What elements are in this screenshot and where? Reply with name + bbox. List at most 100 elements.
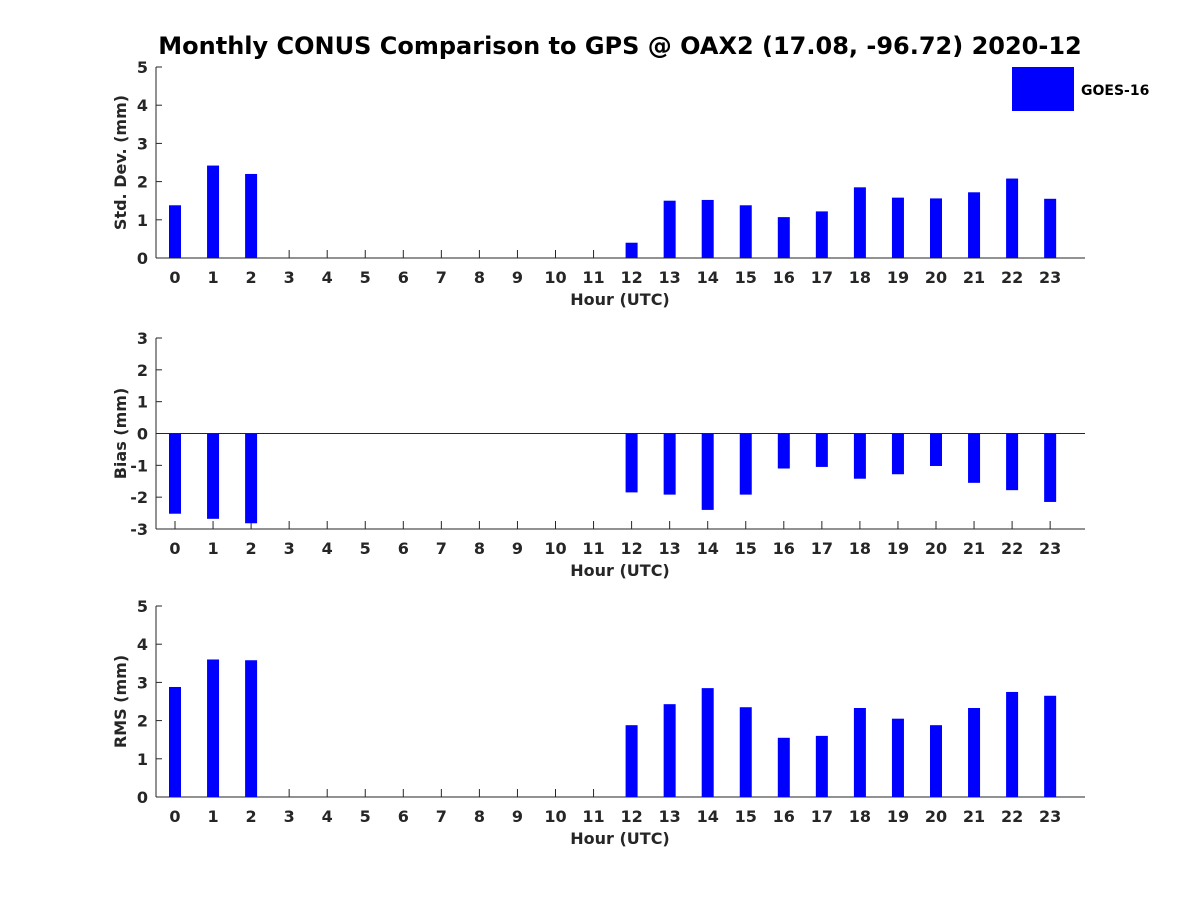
x-tick-label: 5 <box>360 539 371 558</box>
x-tick-label: 0 <box>169 807 180 826</box>
x-tick-label: 2 <box>246 539 257 558</box>
x-tick-label: 23 <box>1039 268 1061 287</box>
x-tick-label: 3 <box>284 268 295 287</box>
x-tick-label: 6 <box>398 807 409 826</box>
x-tick-label: 22 <box>1001 807 1023 826</box>
x-tick-label: 22 <box>1001 539 1023 558</box>
chart-title: Monthly CONUS Comparison to GPS @ OAX2 (… <box>158 32 1081 60</box>
bar-bias-12 <box>625 433 638 493</box>
y-tick-label: 5 <box>137 58 148 77</box>
x-tick-label: 19 <box>887 539 909 558</box>
bar-std-19 <box>891 197 904 258</box>
bar-bias-23 <box>1044 433 1057 502</box>
x-tick-label: 17 <box>811 268 833 287</box>
x-tick-label: 4 <box>322 539 333 558</box>
x-tick-label: 8 <box>474 268 485 287</box>
y-tick-label: 1 <box>137 750 148 769</box>
x-tick-label: 8 <box>474 807 485 826</box>
x-tick-label: 14 <box>697 268 719 287</box>
bar-rms-20 <box>930 725 942 797</box>
bar-rms-13 <box>663 704 676 797</box>
x-tick-label: 1 <box>207 807 218 826</box>
x-tick-label: 19 <box>887 268 909 287</box>
bar-std-1 <box>207 165 220 258</box>
x-tick-label: 23 <box>1039 539 1061 558</box>
x-tick-label: 17 <box>811 539 833 558</box>
x-tick-label: 11 <box>582 807 604 826</box>
x-tick-label: 5 <box>360 268 371 287</box>
x-tick-label: 0 <box>169 539 180 558</box>
bar-std-16 <box>777 217 790 258</box>
bar-rms-22 <box>1006 691 1019 797</box>
bar-std-2 <box>245 173 258 258</box>
bar-std-18 <box>853 187 866 258</box>
bar-rms-2 <box>245 660 258 797</box>
x-tick-label: 5 <box>360 807 371 826</box>
bar-bias-0 <box>169 433 181 514</box>
bar-rms-15 <box>739 707 752 797</box>
x-tick-label: 12 <box>620 539 642 558</box>
x-axis-label: Hour (UTC) <box>570 829 670 848</box>
x-tick-label: 21 <box>963 539 985 558</box>
y-tick-label: 3 <box>137 329 148 348</box>
bar-rms-0 <box>169 686 181 797</box>
x-tick-label: 13 <box>659 539 681 558</box>
y-tick-label: 5 <box>137 597 148 616</box>
x-tick-label: 2 <box>246 807 257 826</box>
x-tick-label: 9 <box>512 539 523 558</box>
x-tick-label: 7 <box>436 807 447 826</box>
x-tick-label: 10 <box>544 268 566 287</box>
bar-bias-14 <box>701 433 714 510</box>
bar-std-0 <box>169 205 181 258</box>
bar-std-20 <box>930 198 942 258</box>
bar-std-12 <box>625 242 638 258</box>
bar-rms-23 <box>1044 695 1057 797</box>
bar-std-21 <box>968 192 981 258</box>
bar-bias-17 <box>815 433 828 467</box>
x-tick-label: 0 <box>169 268 180 287</box>
y-tick-label: -2 <box>130 488 148 507</box>
y-axis-label: RMS (mm) <box>111 655 130 748</box>
x-tick-label: 13 <box>659 268 681 287</box>
x-axis-label: Hour (UTC) <box>570 561 670 580</box>
x-tick-label: 18 <box>849 268 871 287</box>
bar-bias-19 <box>891 433 904 475</box>
x-tick-label: 6 <box>398 539 409 558</box>
x-tick-label: 12 <box>620 268 642 287</box>
bar-bias-15 <box>739 433 752 495</box>
bar-bias-21 <box>968 433 981 483</box>
bar-rms-12 <box>625 725 638 797</box>
x-tick-label: 20 <box>925 268 947 287</box>
legend-label: GOES-16 <box>1081 83 1149 99</box>
x-tick-label: 14 <box>697 807 719 826</box>
bar-std-15 <box>739 205 752 258</box>
bar-std-13 <box>663 200 676 258</box>
y-tick-label: 3 <box>137 134 148 153</box>
x-tick-label: 17 <box>811 807 833 826</box>
x-tick-label: 23 <box>1039 807 1061 826</box>
x-tick-label: 16 <box>773 268 795 287</box>
bar-bias-18 <box>853 433 866 479</box>
x-tick-label: 9 <box>512 807 523 826</box>
x-tick-label: 21 <box>963 268 985 287</box>
x-tick-label: 4 <box>322 807 333 826</box>
x-tick-label: 4 <box>322 268 333 287</box>
bar-rms-17 <box>815 735 828 797</box>
x-tick-label: 10 <box>544 539 566 558</box>
x-tick-label: 14 <box>697 539 719 558</box>
bar-rms-21 <box>968 707 981 797</box>
bar-std-14 <box>701 199 714 258</box>
x-tick-label: 20 <box>925 807 947 826</box>
y-tick-label: 0 <box>137 249 148 268</box>
x-tick-label: 16 <box>773 539 795 558</box>
x-tick-label: 12 <box>620 807 642 826</box>
x-tick-label: 13 <box>659 807 681 826</box>
x-tick-label: 15 <box>735 268 757 287</box>
x-tick-label: 22 <box>1001 268 1023 287</box>
x-tick-label: 3 <box>284 539 295 558</box>
bar-rms-1 <box>207 659 220 797</box>
y-tick-label: -3 <box>130 520 148 539</box>
